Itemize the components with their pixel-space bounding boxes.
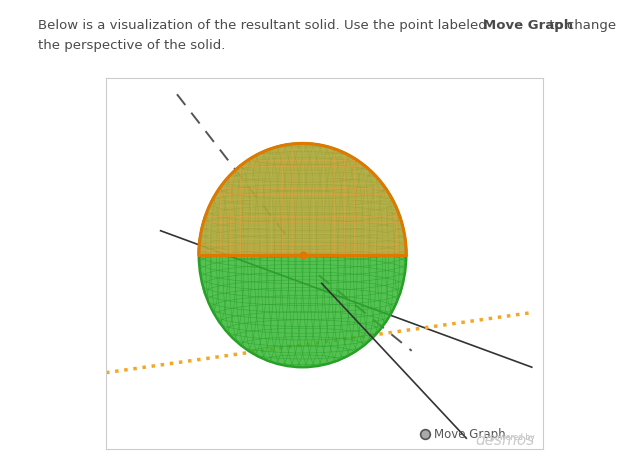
Polygon shape [199, 144, 406, 256]
Ellipse shape [199, 144, 406, 368]
Text: powered by: powered by [490, 432, 534, 441]
Text: Below is a visualization of the resultant solid. Use the point labeled: Below is a visualization of the resultan… [38, 19, 491, 32]
Text: Move Graph: Move Graph [434, 427, 505, 440]
Text: the perspective of the solid.: the perspective of the solid. [38, 39, 225, 52]
Text: desmos: desmos [475, 432, 534, 447]
Text: to change: to change [545, 19, 616, 32]
Text: Move Graph: Move Graph [483, 19, 573, 32]
